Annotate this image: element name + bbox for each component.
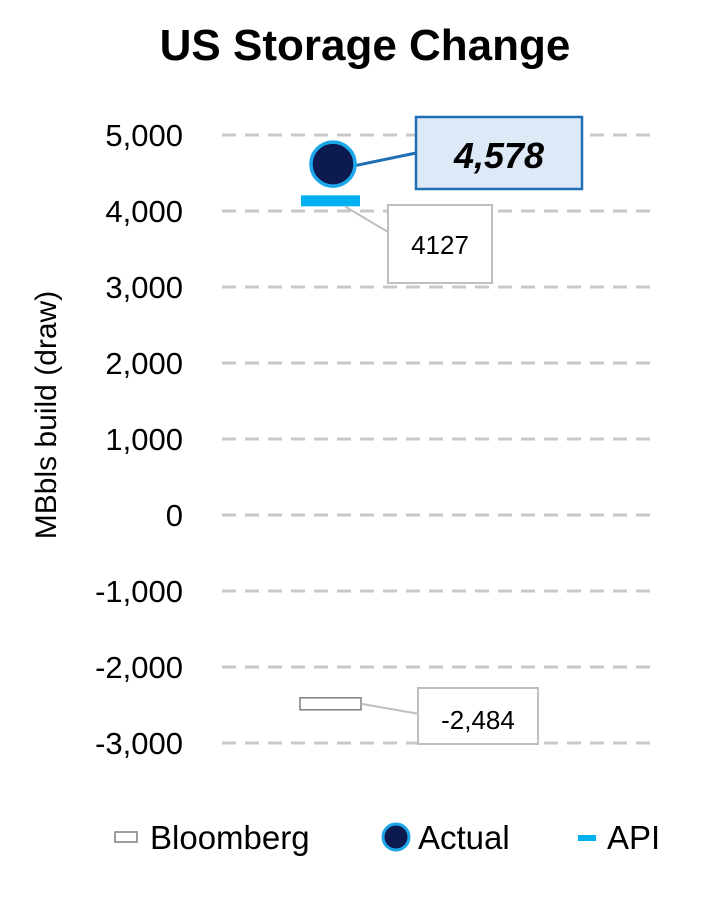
api-marker bbox=[301, 195, 360, 207]
bloomberg-callout-box bbox=[417, 687, 539, 745]
legend-label-bloomberg: Bloomberg bbox=[150, 819, 310, 856]
bloomberg-data-label: -2,484 bbox=[441, 705, 515, 735]
y-tick-label: 4,000 bbox=[105, 194, 183, 229]
bloomberg-callout-leader bbox=[360, 702, 419, 715]
actual-marker bbox=[309, 140, 357, 188]
y-tick-labels: 5,000 4,000 3,000 2,000 1,000 0 -1,000 -2,000 -3… bbox=[95, 118, 183, 761]
legend: Bloomberg Actual API bbox=[114, 819, 660, 856]
api-callout-leader bbox=[344, 205, 389, 233]
actual-callout-box bbox=[414, 115, 584, 191]
y-tick-label: 3,000 bbox=[105, 270, 183, 305]
y-tick-label: -2,000 bbox=[95, 650, 183, 685]
actual-data-label: 4,578 bbox=[453, 135, 544, 176]
y-tick-label: 5,000 bbox=[105, 118, 183, 153]
legend-label-actual: Actual bbox=[418, 819, 510, 856]
y-tick-label: 2,000 bbox=[105, 346, 183, 381]
y-tick-label: -1,000 bbox=[95, 574, 183, 609]
legend-label-api: API bbox=[607, 819, 660, 856]
bloomberg-marker bbox=[299, 697, 362, 711]
legend-swatch-actual bbox=[381, 822, 411, 852]
api-callout-box bbox=[387, 204, 493, 284]
legend-swatch-api bbox=[578, 835, 596, 841]
api-data-label: 4127 bbox=[411, 230, 469, 260]
y-axis-label: MBbls build (draw) bbox=[30, 291, 63, 539]
chart-title: US Storage Change bbox=[160, 21, 571, 70]
y-tick-label: -3,000 bbox=[95, 726, 183, 761]
legend-swatch-bloomberg bbox=[114, 831, 138, 843]
data-marks: -2,484 4127 4,578 bbox=[299, 115, 584, 745]
actual-callout-leader bbox=[347, 151, 417, 169]
y-tick-label: 1,000 bbox=[105, 422, 183, 457]
y-tick-label: 0 bbox=[166, 498, 183, 533]
